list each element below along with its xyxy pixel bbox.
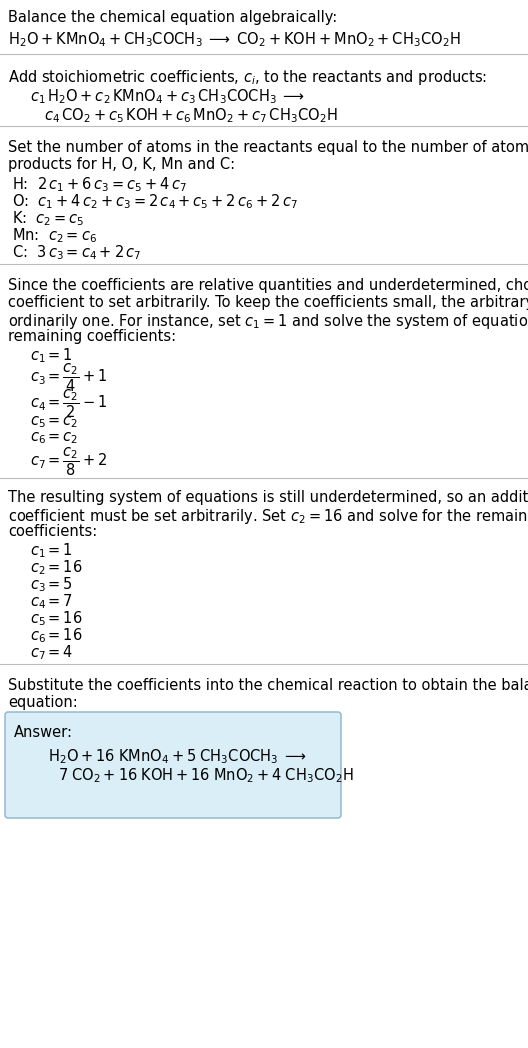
Text: $c_1\,\mathrm{H_2O} + c_2\,\mathrm{KMnO_4} + c_3\,\mathrm{CH_3COCH_3} \;\longrig: $c_1\,\mathrm{H_2O} + c_2\,\mathrm{KMnO_… xyxy=(30,87,305,106)
Text: C:  $3\,c_3 = c_4 + 2\,c_7$: C: $3\,c_3 = c_4 + 2\,c_7$ xyxy=(12,243,142,262)
Text: $c_7 = \dfrac{c_2}{8} + 2$: $c_7 = \dfrac{c_2}{8} + 2$ xyxy=(30,446,108,478)
Text: $c_5 = c_2$: $c_5 = c_2$ xyxy=(30,414,78,430)
Text: $c_4\,\mathrm{CO_2} + c_5\,\mathrm{KOH} + c_6\,\mathrm{MnO_2} + c_7\,\mathrm{CH_: $c_4\,\mathrm{CO_2} + c_5\,\mathrm{KOH} … xyxy=(44,106,337,125)
Text: products for H, O, K, Mn and C:: products for H, O, K, Mn and C: xyxy=(8,157,235,172)
Text: Set the number of atoms in the reactants equal to the number of atoms in the: Set the number of atoms in the reactants… xyxy=(8,140,528,155)
Text: $c_6 = 16$: $c_6 = 16$ xyxy=(30,626,83,645)
Text: $\mathrm{7\;CO_2 + 16\;KOH + 16\;MnO_2 + 4\;CH_3CO_2H}$: $\mathrm{7\;CO_2 + 16\;KOH + 16\;MnO_2 +… xyxy=(58,766,354,785)
Text: H:  $2\,c_1 + 6\,c_3 = c_5 + 4\,c_7$: H: $2\,c_1 + 6\,c_3 = c_5 + 4\,c_7$ xyxy=(12,175,187,194)
Text: coefficient to set arbitrarily. To keep the coefficients small, the arbitrary va: coefficient to set arbitrarily. To keep … xyxy=(8,294,528,310)
Text: $c_4 = \dfrac{c_2}{2} - 1$: $c_4 = \dfrac{c_2}{2} - 1$ xyxy=(30,388,108,420)
Text: Substitute the coefficients into the chemical reaction to obtain the balanced: Substitute the coefficients into the che… xyxy=(8,678,528,693)
Text: Mn:  $c_2 = c_6$: Mn: $c_2 = c_6$ xyxy=(12,226,97,244)
Text: $c_4 = 7$: $c_4 = 7$ xyxy=(30,592,73,611)
Text: $c_1 = 1$: $c_1 = 1$ xyxy=(30,541,73,560)
Text: Add stoichiometric coefficients, $c_i$, to the reactants and products:: Add stoichiometric coefficients, $c_i$, … xyxy=(8,68,487,87)
Text: $\mathrm{H_2O + 16\;KMnO_4 + 5\;CH_3COCH_3 \;\longrightarrow}$: $\mathrm{H_2O + 16\;KMnO_4 + 5\;CH_3COCH… xyxy=(48,747,307,766)
Text: Balance the chemical equation algebraically:: Balance the chemical equation algebraica… xyxy=(8,10,337,25)
Text: $c_3 = \dfrac{c_2}{4} + 1$: $c_3 = \dfrac{c_2}{4} + 1$ xyxy=(30,362,108,394)
FancyBboxPatch shape xyxy=(5,712,341,818)
Text: $c_7 = 4$: $c_7 = 4$ xyxy=(30,643,73,661)
Text: O:  $c_1 + 4\,c_2 + c_3 = 2\,c_4 + c_5 + 2\,c_6 + 2\,c_7$: O: $c_1 + 4\,c_2 + c_3 = 2\,c_4 + c_5 + … xyxy=(12,192,298,211)
Text: $c_1 = 1$: $c_1 = 1$ xyxy=(30,346,73,365)
Text: $c_5 = 16$: $c_5 = 16$ xyxy=(30,609,83,628)
Text: $\mathrm{H_2O + KMnO_4 + CH_3COCH_3 \;\longrightarrow\; CO_2 + KOH + MnO_2 + CH_: $\mathrm{H_2O + KMnO_4 + CH_3COCH_3 \;\l… xyxy=(8,30,460,48)
Text: ordinarily one. For instance, set $c_1 = 1$ and solve the system of equations fo: ordinarily one. For instance, set $c_1 =… xyxy=(8,312,528,331)
Text: K:  $c_2 = c_5$: K: $c_2 = c_5$ xyxy=(12,209,84,227)
Text: $c_2 = 16$: $c_2 = 16$ xyxy=(30,558,83,576)
Text: remaining coefficients:: remaining coefficients: xyxy=(8,329,176,344)
Text: $c_3 = 5$: $c_3 = 5$ xyxy=(30,575,73,594)
Text: $c_6 = c_2$: $c_6 = c_2$ xyxy=(30,430,78,445)
Text: The resulting system of equations is still underdetermined, so an additional: The resulting system of equations is sti… xyxy=(8,490,528,505)
Text: coefficient must be set arbitrarily. Set $c_2 = 16$ and solve for the remaining: coefficient must be set arbitrarily. Set… xyxy=(8,507,528,526)
Text: Answer:: Answer: xyxy=(14,725,73,740)
Text: Since the coefficients are relative quantities and underdetermined, choose a: Since the coefficients are relative quan… xyxy=(8,278,528,293)
Text: equation:: equation: xyxy=(8,695,78,709)
Text: coefficients:: coefficients: xyxy=(8,524,97,539)
